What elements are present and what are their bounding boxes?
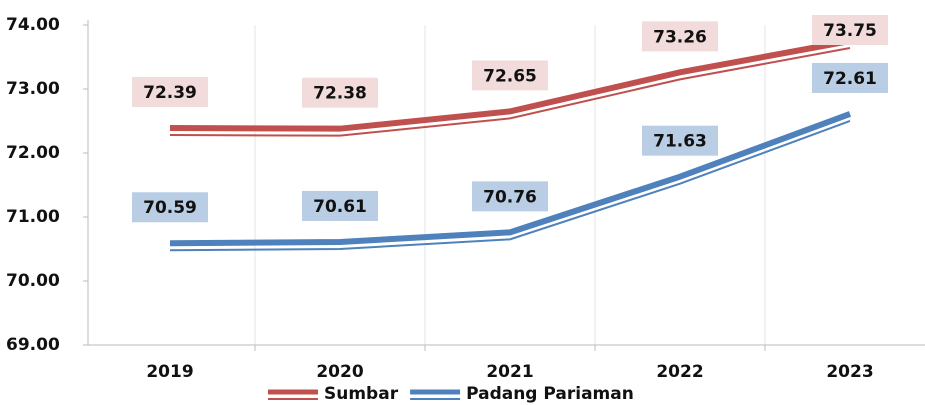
value-label-box: [642, 21, 718, 52]
value-label: 70.59: [143, 198, 197, 218]
y-tick-label: 70.00: [6, 271, 60, 291]
series-line: [169, 38, 851, 132]
y-tick-label: 71.00: [6, 207, 60, 227]
value-label-box: [472, 60, 548, 91]
legend-label: Padang Pariaman: [466, 384, 634, 404]
value-label-box: [812, 62, 888, 93]
x-tick-label: 2020: [316, 362, 363, 382]
value-label: 70.76: [483, 187, 537, 207]
series-line-shadow: [169, 47, 851, 137]
value-label-box: [642, 125, 718, 156]
x-tick-label: 2021: [486, 362, 533, 382]
y-tick-label: 69.00: [6, 335, 60, 355]
value-label-box: [302, 190, 378, 221]
y-tick-label: 74.00: [6, 15, 60, 35]
value-label-box: [812, 15, 888, 45]
value-label-box: [132, 77, 208, 108]
value-label: 72.39: [143, 83, 197, 103]
value-label: 72.38: [313, 84, 367, 104]
series-line-shadow: [169, 120, 851, 252]
x-tick-label: 2023: [826, 362, 873, 382]
legend-label: Sumbar: [324, 384, 399, 404]
value-label: 70.61: [313, 197, 367, 217]
x-tick-label: 2019: [146, 362, 193, 382]
value-label-box: [472, 181, 548, 212]
y-tick-label: 72.00: [6, 143, 60, 163]
value-label: 73.26: [653, 27, 707, 47]
value-label: 72.61: [823, 69, 877, 89]
y-tick-label: 73.00: [6, 79, 60, 99]
series-line: [169, 111, 852, 247]
x-tick-label: 2022: [656, 362, 703, 382]
value-label-box: [132, 192, 208, 223]
value-label: 72.65: [483, 66, 537, 86]
value-label: 71.63: [653, 132, 707, 152]
value-label-box: [302, 77, 378, 108]
value-label: 73.75: [823, 21, 877, 41]
